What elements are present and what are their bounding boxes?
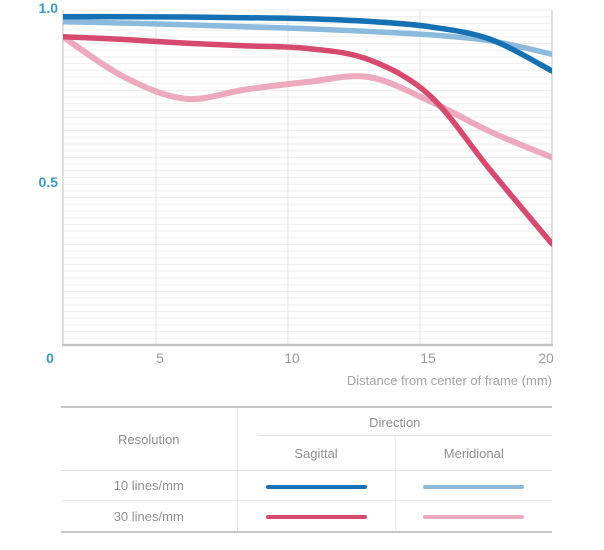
legend-row-30-lines: 30 lines/mm	[61, 500, 553, 532]
y-tick-label-0.5: 0.5	[38, 174, 58, 190]
swatch-cell	[237, 500, 395, 532]
legend-row-label: 30 lines/mm	[61, 500, 238, 532]
x-tick-label-15: 15	[420, 350, 436, 366]
legend-row-label: 10 lines/mm	[61, 470, 238, 501]
mtf-chart-area: 1.0 0.5 0 5 10 15 20 Distance from cente…	[38, 0, 554, 388]
legend-line-swatch-10-meridional	[423, 484, 525, 489]
swatch-cell	[394, 470, 553, 501]
x-axis-title: Distance from center of frame (mm)	[346, 373, 552, 388]
swatch-cell	[394, 500, 553, 532]
legend-sagittal-header: Sagittal	[294, 445, 338, 461]
x-tick-label-10: 10	[284, 350, 300, 366]
legend-line-swatch-30-sagittal	[265, 515, 367, 520]
legend-meridional-header: Meridional	[394, 436, 553, 471]
legend-row-10-lines: 10 lines/mm	[61, 470, 553, 501]
y-tick-label-1.0: 1.0	[38, 0, 58, 16]
mtf-plot	[62, 9, 553, 347]
curve-10-lines-mm-meridional	[63, 18, 552, 57]
legend-line-swatch-30-meridional	[423, 515, 525, 520]
legend-table: Resolution Direction Sagittal Meridional…	[61, 406, 553, 533]
y-tick-label-0: 0	[46, 350, 54, 366]
curve-10-lines-mm-sagittal	[63, 13, 552, 74]
x-tick-label-20: 20	[538, 350, 554, 366]
legend-line-swatch-10-sagittal	[265, 484, 367, 489]
curve-30-lines-mm-sagittal	[63, 34, 552, 247]
x-tick-label-5: 5	[156, 350, 164, 366]
legend-direction-header: Direction	[237, 407, 552, 436]
swatch-cell	[237, 470, 395, 501]
legend-resolution-header: Resolution	[61, 407, 238, 471]
curve-30-lines-mm-meridional	[63, 33, 552, 161]
